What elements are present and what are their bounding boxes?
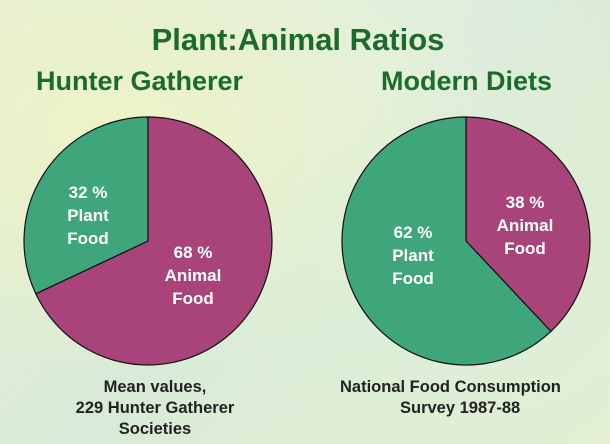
slice-label-animal-food: Food [172,289,214,308]
slice-label-plant-food: Food [392,269,434,288]
slice-label-plant-food: Food [67,229,109,248]
slice-label-plant-food: Plant [67,206,109,225]
slice-label-animal-food: Animal [497,216,554,235]
pie-title-hunter-gatherer: Hunter Gatherer [36,66,244,96]
slice-label-animal-food: Animal [165,266,222,285]
pie-slice-plant-food [23,116,149,295]
pie-0: 68 % Animal Food 32 % Plant Food [23,116,273,366]
pie-slice-animal-food [35,116,273,366]
slice-label-plant-food: 32 % [69,183,108,202]
slice-label-animal-food: Food [504,239,546,258]
pie-slice-animal-food [465,116,591,333]
caption-line: Survey 1987-88 [400,399,521,417]
pie-title-modern-diets: Modern Diets [381,66,553,96]
slice-label-plant-food: 62 % [394,223,433,242]
slice-label-animal-food: 38 % [506,193,545,212]
caption-line: Societies [118,420,192,438]
pie-1: 38 % Animal Food 62 % Plant Food [341,116,591,366]
caption-hunter-gatherer: Mean values, 229 Hunter Gatherer Societi… [0,377,310,440]
caption-line: National Food Consumption [340,378,561,396]
chart-title: Plant:Animal Ratios [151,22,445,57]
caption-line: 229 Hunter Gatherer [75,399,235,417]
slice-label-animal-food: 68 % [174,243,213,262]
pie-slice-plant-food [341,116,552,366]
caption-modern-diets: National Food Consumption Survey 1987-88 [340,377,610,419]
caption-line: Mean values, [103,378,207,396]
slice-label-plant-food: Plant [392,246,434,265]
